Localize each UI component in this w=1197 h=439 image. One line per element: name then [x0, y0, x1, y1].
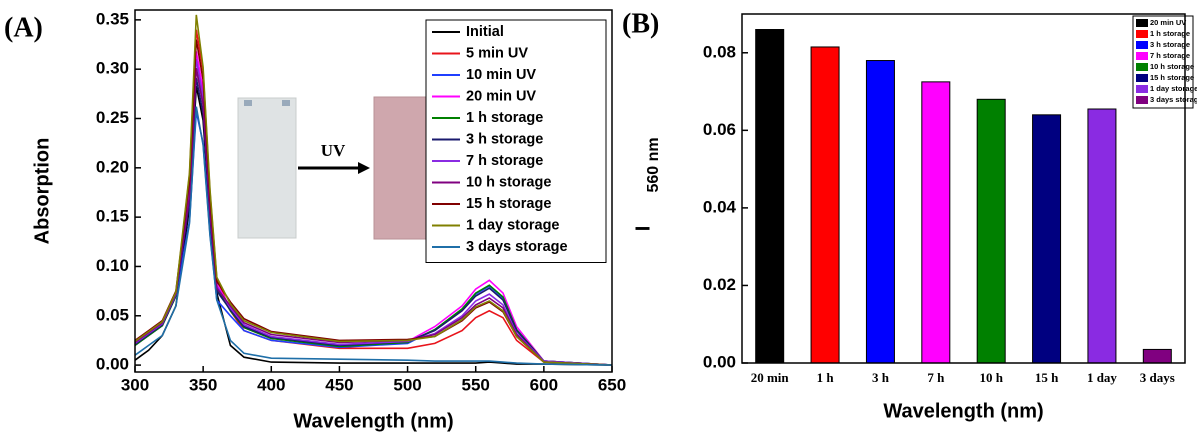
y-tick-label: 0.04: [703, 197, 737, 216]
x-tick-label: 1 day: [1087, 370, 1117, 385]
y-axis-label: I 560 nm: [632, 137, 662, 231]
x-tick-label: 3 h: [872, 370, 890, 385]
legend-label: Initial: [466, 24, 504, 40]
legend-label: 1 h storage: [1150, 29, 1190, 38]
x-tick-label: 15 h: [1035, 370, 1059, 385]
x-tick-label: 10 h: [979, 370, 1003, 385]
legend-label: 20 min UV: [466, 88, 536, 104]
panel-label: (B): [622, 8, 659, 39]
x-tick-label: 300: [121, 375, 149, 394]
x-tick-label: 450: [325, 375, 353, 394]
legend-label: 1 h storage: [466, 110, 543, 126]
x-tick-label: 650: [598, 375, 626, 394]
legend-swatch: [1136, 52, 1148, 60]
legend-label: 20 min UV: [1150, 18, 1186, 27]
x-tick-label: 600: [530, 375, 558, 394]
x-tick-label: 500: [393, 375, 421, 394]
y-tick-label: 0.08: [703, 42, 736, 61]
x-tick-label: 350: [189, 375, 217, 394]
y-tick-label: 0.30: [96, 59, 129, 78]
legend-label: 7 h storage: [466, 153, 543, 169]
y-axis-label-main: I: [632, 226, 654, 232]
y-axis-label-sub: 560 nm: [645, 137, 662, 192]
bar: [921, 81, 951, 364]
x-tick-label: 20 min: [751, 370, 790, 385]
y-tick-label: 0.00: [703, 352, 736, 371]
spectrum-line: [134, 106, 613, 366]
annotation: UV: [321, 141, 346, 160]
legend-label: 1 day storage: [1150, 84, 1197, 93]
x-tick-label: 550: [462, 375, 490, 394]
legend-label: 10 min UV: [466, 67, 536, 83]
plot-frame: [741, 13, 1186, 364]
panel-label: (A): [4, 12, 43, 43]
legend-label: 1 day storage: [466, 217, 560, 233]
bar: [1142, 348, 1172, 364]
bar: [755, 29, 785, 364]
spectrum-line: [134, 14, 613, 366]
legend-swatch: [1136, 30, 1148, 38]
legend-label: 3 h storage: [1150, 40, 1190, 49]
y-tick-label: 0.02: [703, 275, 736, 294]
bar: [1032, 114, 1062, 364]
legend-box: [425, 19, 607, 263]
legend-swatch: [1136, 74, 1148, 82]
legend-label: 5 min UV: [466, 45, 528, 61]
cuvette-clear: [237, 97, 297, 239]
inset-photos: [237, 96, 431, 240]
legend-swatch: [1136, 63, 1148, 71]
legend-label: 3 h storage: [466, 131, 543, 147]
x-tick-label: 1 h: [817, 370, 835, 385]
y-axis-label: Absorption: [31, 138, 53, 245]
bar: [1087, 108, 1117, 364]
x-tick-label: 7 h: [927, 370, 945, 385]
y-tick-label: 0.20: [96, 157, 129, 176]
y-tick-label: 0.15: [96, 207, 129, 226]
legend-swatch: [1136, 96, 1148, 104]
legend-swatch: [1136, 19, 1148, 27]
legend-label: 3 days storage: [1150, 95, 1197, 104]
x-axis-label: Wavelength (nm): [293, 410, 453, 432]
cuvette-mark: [282, 100, 290, 106]
bar: [810, 46, 840, 364]
legend-label: 10 h storage: [466, 174, 551, 190]
y-tick-label: 0.25: [96, 108, 129, 127]
legend-label: 10 h storage: [1150, 62, 1194, 71]
legend-label: 7 h storage: [1150, 51, 1190, 60]
x-tick-label: 3 days: [1140, 370, 1175, 385]
x-tick-label: 400: [257, 375, 285, 394]
y-tick-label: 0.05: [96, 305, 129, 324]
cuvette-pink: [373, 96, 431, 240]
arrow-head: [358, 162, 370, 174]
legend-label: 15 h storage: [466, 196, 551, 212]
y-tick-label: 0.10: [96, 256, 129, 275]
bar: [976, 98, 1006, 364]
legend-label: 15 h storage: [1150, 73, 1194, 82]
y-tick-label: 0.35: [96, 9, 129, 28]
plot-frame: [134, 9, 613, 373]
y-tick-label: 0.06: [703, 120, 736, 139]
legend-swatch: [1136, 41, 1148, 49]
legend-label: 3 days storage: [466, 239, 568, 255]
y-tick-label: 0.00: [96, 355, 129, 374]
legend-swatch: [1136, 85, 1148, 93]
bar: [865, 60, 895, 364]
cuvette-mark: [244, 100, 252, 106]
x-axis-label: Wavelength (nm): [883, 400, 1043, 422]
